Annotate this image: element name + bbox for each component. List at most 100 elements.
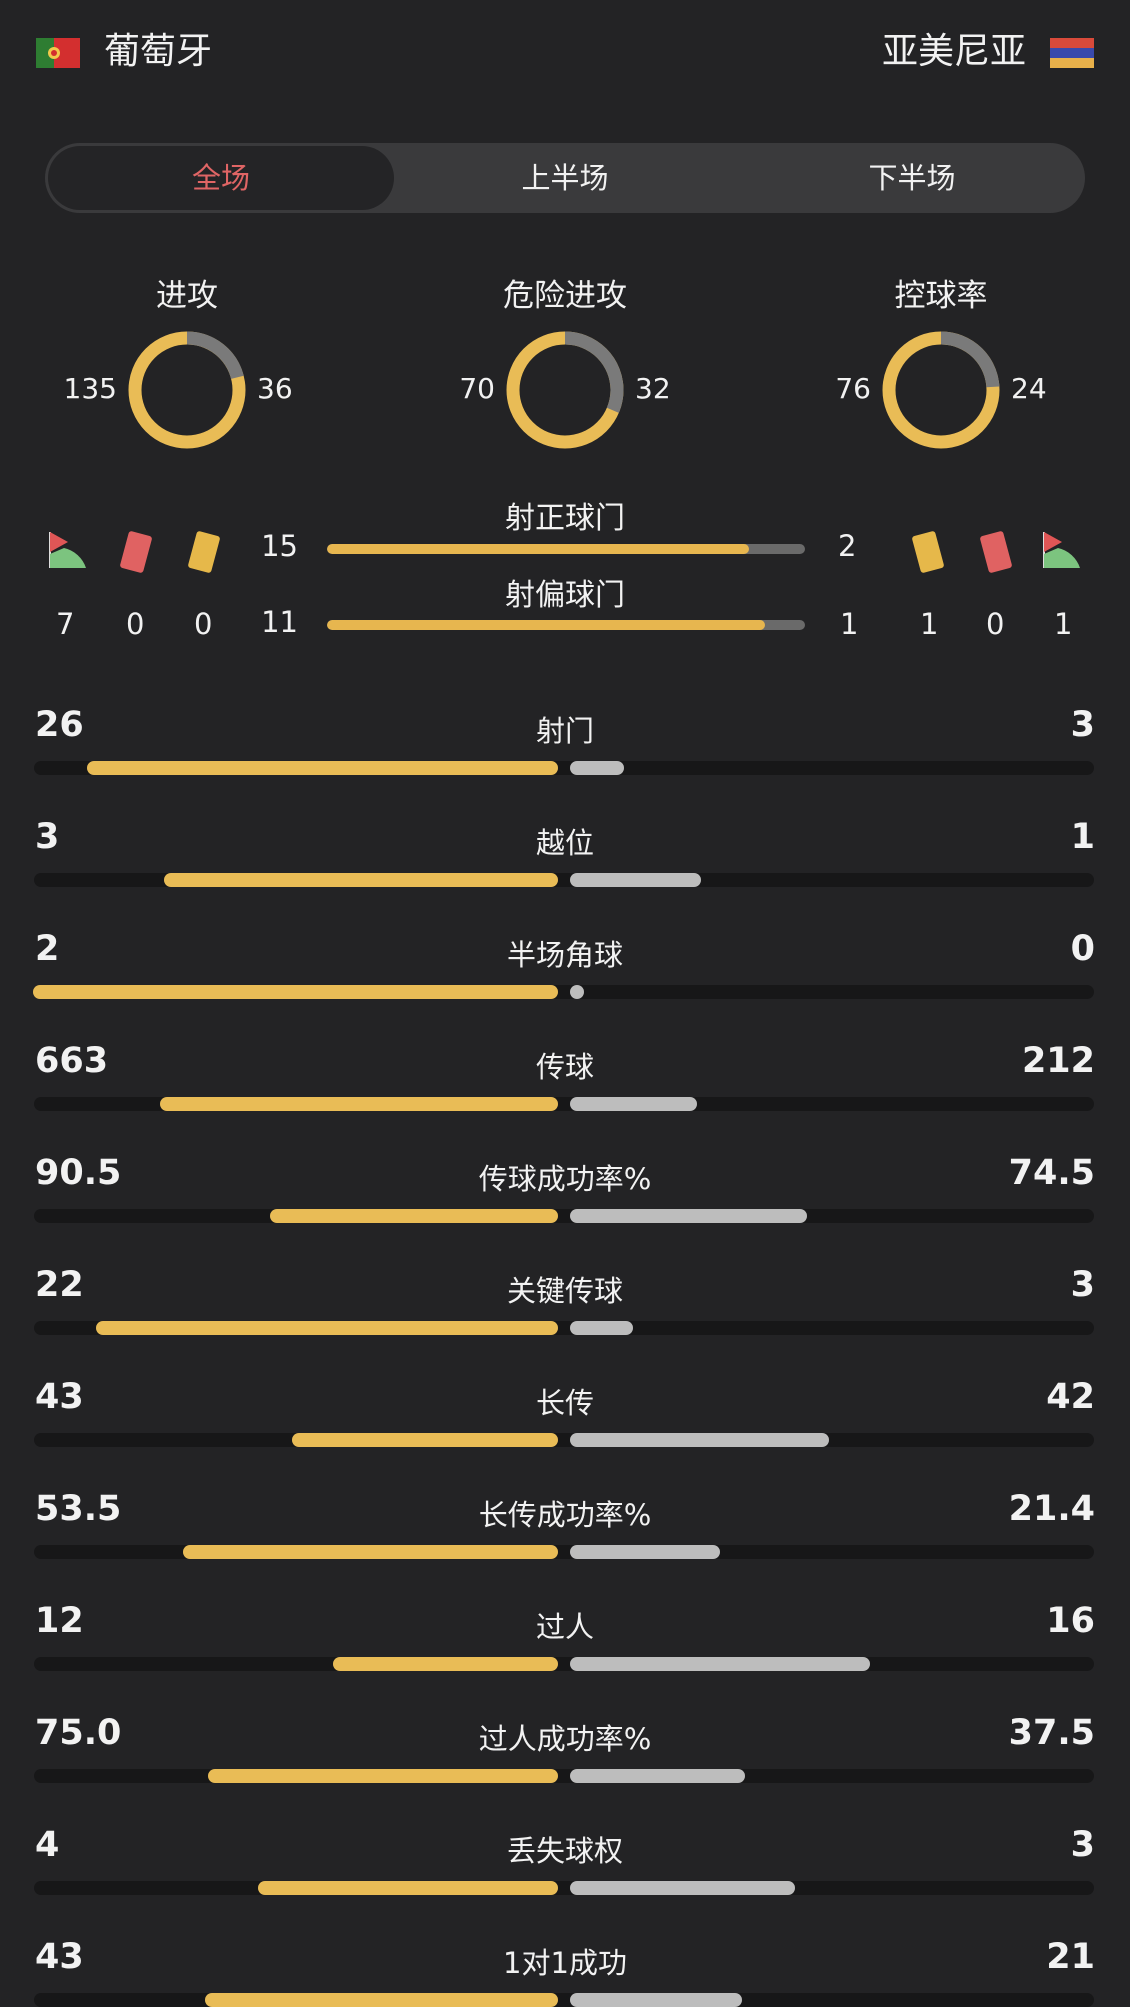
- stat-label: 过人成功率%: [478, 1722, 652, 1756]
- shots-home-value: 11: [261, 605, 298, 639]
- red-card-icon: [116, 530, 156, 578]
- shots-bar: [327, 544, 805, 554]
- stat-away-fill: [570, 985, 584, 999]
- stat-home-value: 22: [35, 1265, 84, 1305]
- stat-bar-track: [34, 1209, 1094, 1223]
- away-red-cards: 0: [986, 607, 1005, 641]
- donut-home-value: 76: [835, 372, 871, 405]
- stat-home-fill: [87, 761, 558, 775]
- donut-chart: [127, 330, 247, 454]
- stat-home-value: 43: [35, 1377, 84, 1417]
- donut-title: 控球率: [894, 278, 988, 314]
- away-yellow-cards: 1: [920, 607, 939, 641]
- yellow-card-icon: [184, 530, 224, 578]
- shots-home-fill: [327, 620, 766, 630]
- stat-away-fill: [570, 1321, 633, 1335]
- stat-away-value: 3: [1070, 705, 1095, 745]
- home-yellow-cards: 0: [194, 607, 213, 641]
- tab-full-match[interactable]: 全场: [48, 146, 394, 210]
- donut-away-arc: [128, 331, 246, 449]
- stat-away-value: 37.5: [1008, 1713, 1095, 1753]
- stat-home-value: 3: [35, 817, 60, 857]
- tab-second-half[interactable]: 下半场: [868, 161, 956, 195]
- stat-home-fill: [96, 1321, 558, 1335]
- stat-away-value: 74.5: [1008, 1153, 1095, 1193]
- shots-title: 射正球门: [505, 501, 625, 536]
- shots-bar: [327, 620, 805, 630]
- stat-bar-track: [34, 1097, 1094, 1111]
- stat-away-fill: [570, 1209, 808, 1223]
- stat-home-fill: [270, 1209, 558, 1223]
- stat-home-fill: [333, 1657, 558, 1671]
- away-corner-flag-icon: [1040, 528, 1084, 576]
- stat-away-fill: [570, 1657, 870, 1671]
- away-corners: 1: [1054, 607, 1073, 641]
- stat-bar-track: [34, 1881, 1094, 1895]
- stat-bar-track: [34, 1433, 1094, 1447]
- stat-bar-track: [34, 873, 1094, 887]
- stat-home-value: 663: [35, 1041, 109, 1081]
- stat-away-value: 42: [1046, 1377, 1095, 1417]
- stat-label: 越位: [535, 826, 594, 860]
- home-red-cards: 0: [126, 607, 145, 641]
- shots-away-value: 2: [838, 529, 857, 563]
- stat-label: 半场角球: [506, 938, 623, 972]
- stat-home-fill: [258, 1881, 558, 1895]
- stat-bar-track: [34, 1993, 1094, 2007]
- stat-bar-track: [33, 985, 1094, 999]
- away-red-card-icon: [976, 530, 1016, 578]
- tab-first-half[interactable]: 上半场: [521, 161, 609, 195]
- away-team-name: 亚美尼亚: [881, 31, 1026, 72]
- stat-bar-track: [34, 761, 1094, 775]
- donut-away-arc: [506, 331, 624, 449]
- stat-home-value: 90.5: [35, 1153, 122, 1193]
- armenia-flag-icon: [1050, 38, 1094, 68]
- corner-flag-icon: [46, 528, 90, 576]
- donut-chart: [505, 330, 625, 454]
- shots-home-value: 15: [261, 529, 298, 563]
- stat-away-fill: [570, 1433, 830, 1447]
- stat-away-value: 16: [1046, 1601, 1095, 1641]
- stat-label: 长传成功率%: [478, 1498, 652, 1532]
- stat-home-fill: [33, 985, 558, 999]
- stat-away-value: 3: [1070, 1265, 1095, 1305]
- stat-label: 射门: [535, 714, 594, 748]
- stat-bar-track: [34, 1321, 1094, 1335]
- donut-away-value: 32: [635, 372, 671, 405]
- stat-away-fill: [570, 1993, 743, 2007]
- shots-title: 射偏球门: [505, 578, 625, 613]
- donut-away-arc: [882, 331, 1000, 449]
- stat-away-fill: [570, 1097, 698, 1111]
- stat-home-fill: [164, 873, 558, 887]
- stat-home-value: 12: [35, 1601, 84, 1641]
- stat-home-fill: [208, 1769, 558, 1783]
- stat-label: 长传: [535, 1386, 594, 1420]
- stat-bar-track: [34, 1769, 1094, 1783]
- stat-away-fill: [570, 873, 702, 887]
- donut-away-value: 36: [257, 372, 293, 405]
- stat-home-value: 2: [35, 929, 60, 969]
- portugal-flag-icon: [36, 38, 80, 68]
- stat-away-value: 21: [1046, 1937, 1095, 1977]
- donut-title: 危险进攻: [503, 278, 627, 314]
- stat-label: 传球: [535, 1050, 594, 1084]
- stat-away-fill: [570, 1545, 720, 1559]
- stat-home-fill: [205, 1993, 558, 2007]
- stat-bar-track: [34, 1545, 1094, 1559]
- stat-label: 丢失球权: [506, 1834, 623, 1868]
- donut-chart: [881, 330, 1001, 454]
- stat-home-value: 75.0: [35, 1713, 122, 1753]
- stat-home-fill: [292, 1433, 558, 1447]
- stat-label: 过人: [535, 1610, 594, 1644]
- stat-home-fill: [183, 1545, 558, 1559]
- home-team-name: 葡萄牙: [104, 31, 213, 72]
- away-shots-off: 1: [840, 607, 859, 641]
- donut-title: 进攻: [156, 278, 218, 314]
- stat-away-value: 21.4: [1008, 1489, 1095, 1529]
- stat-away-fill: [570, 761, 625, 775]
- stat-away-value: 3: [1070, 1825, 1095, 1865]
- away-yellow-card-icon: [908, 530, 948, 578]
- stat-label: 1对1成功: [503, 1946, 627, 1980]
- donut-away-value: 24: [1011, 372, 1047, 405]
- donut-home-value: 70: [459, 372, 495, 405]
